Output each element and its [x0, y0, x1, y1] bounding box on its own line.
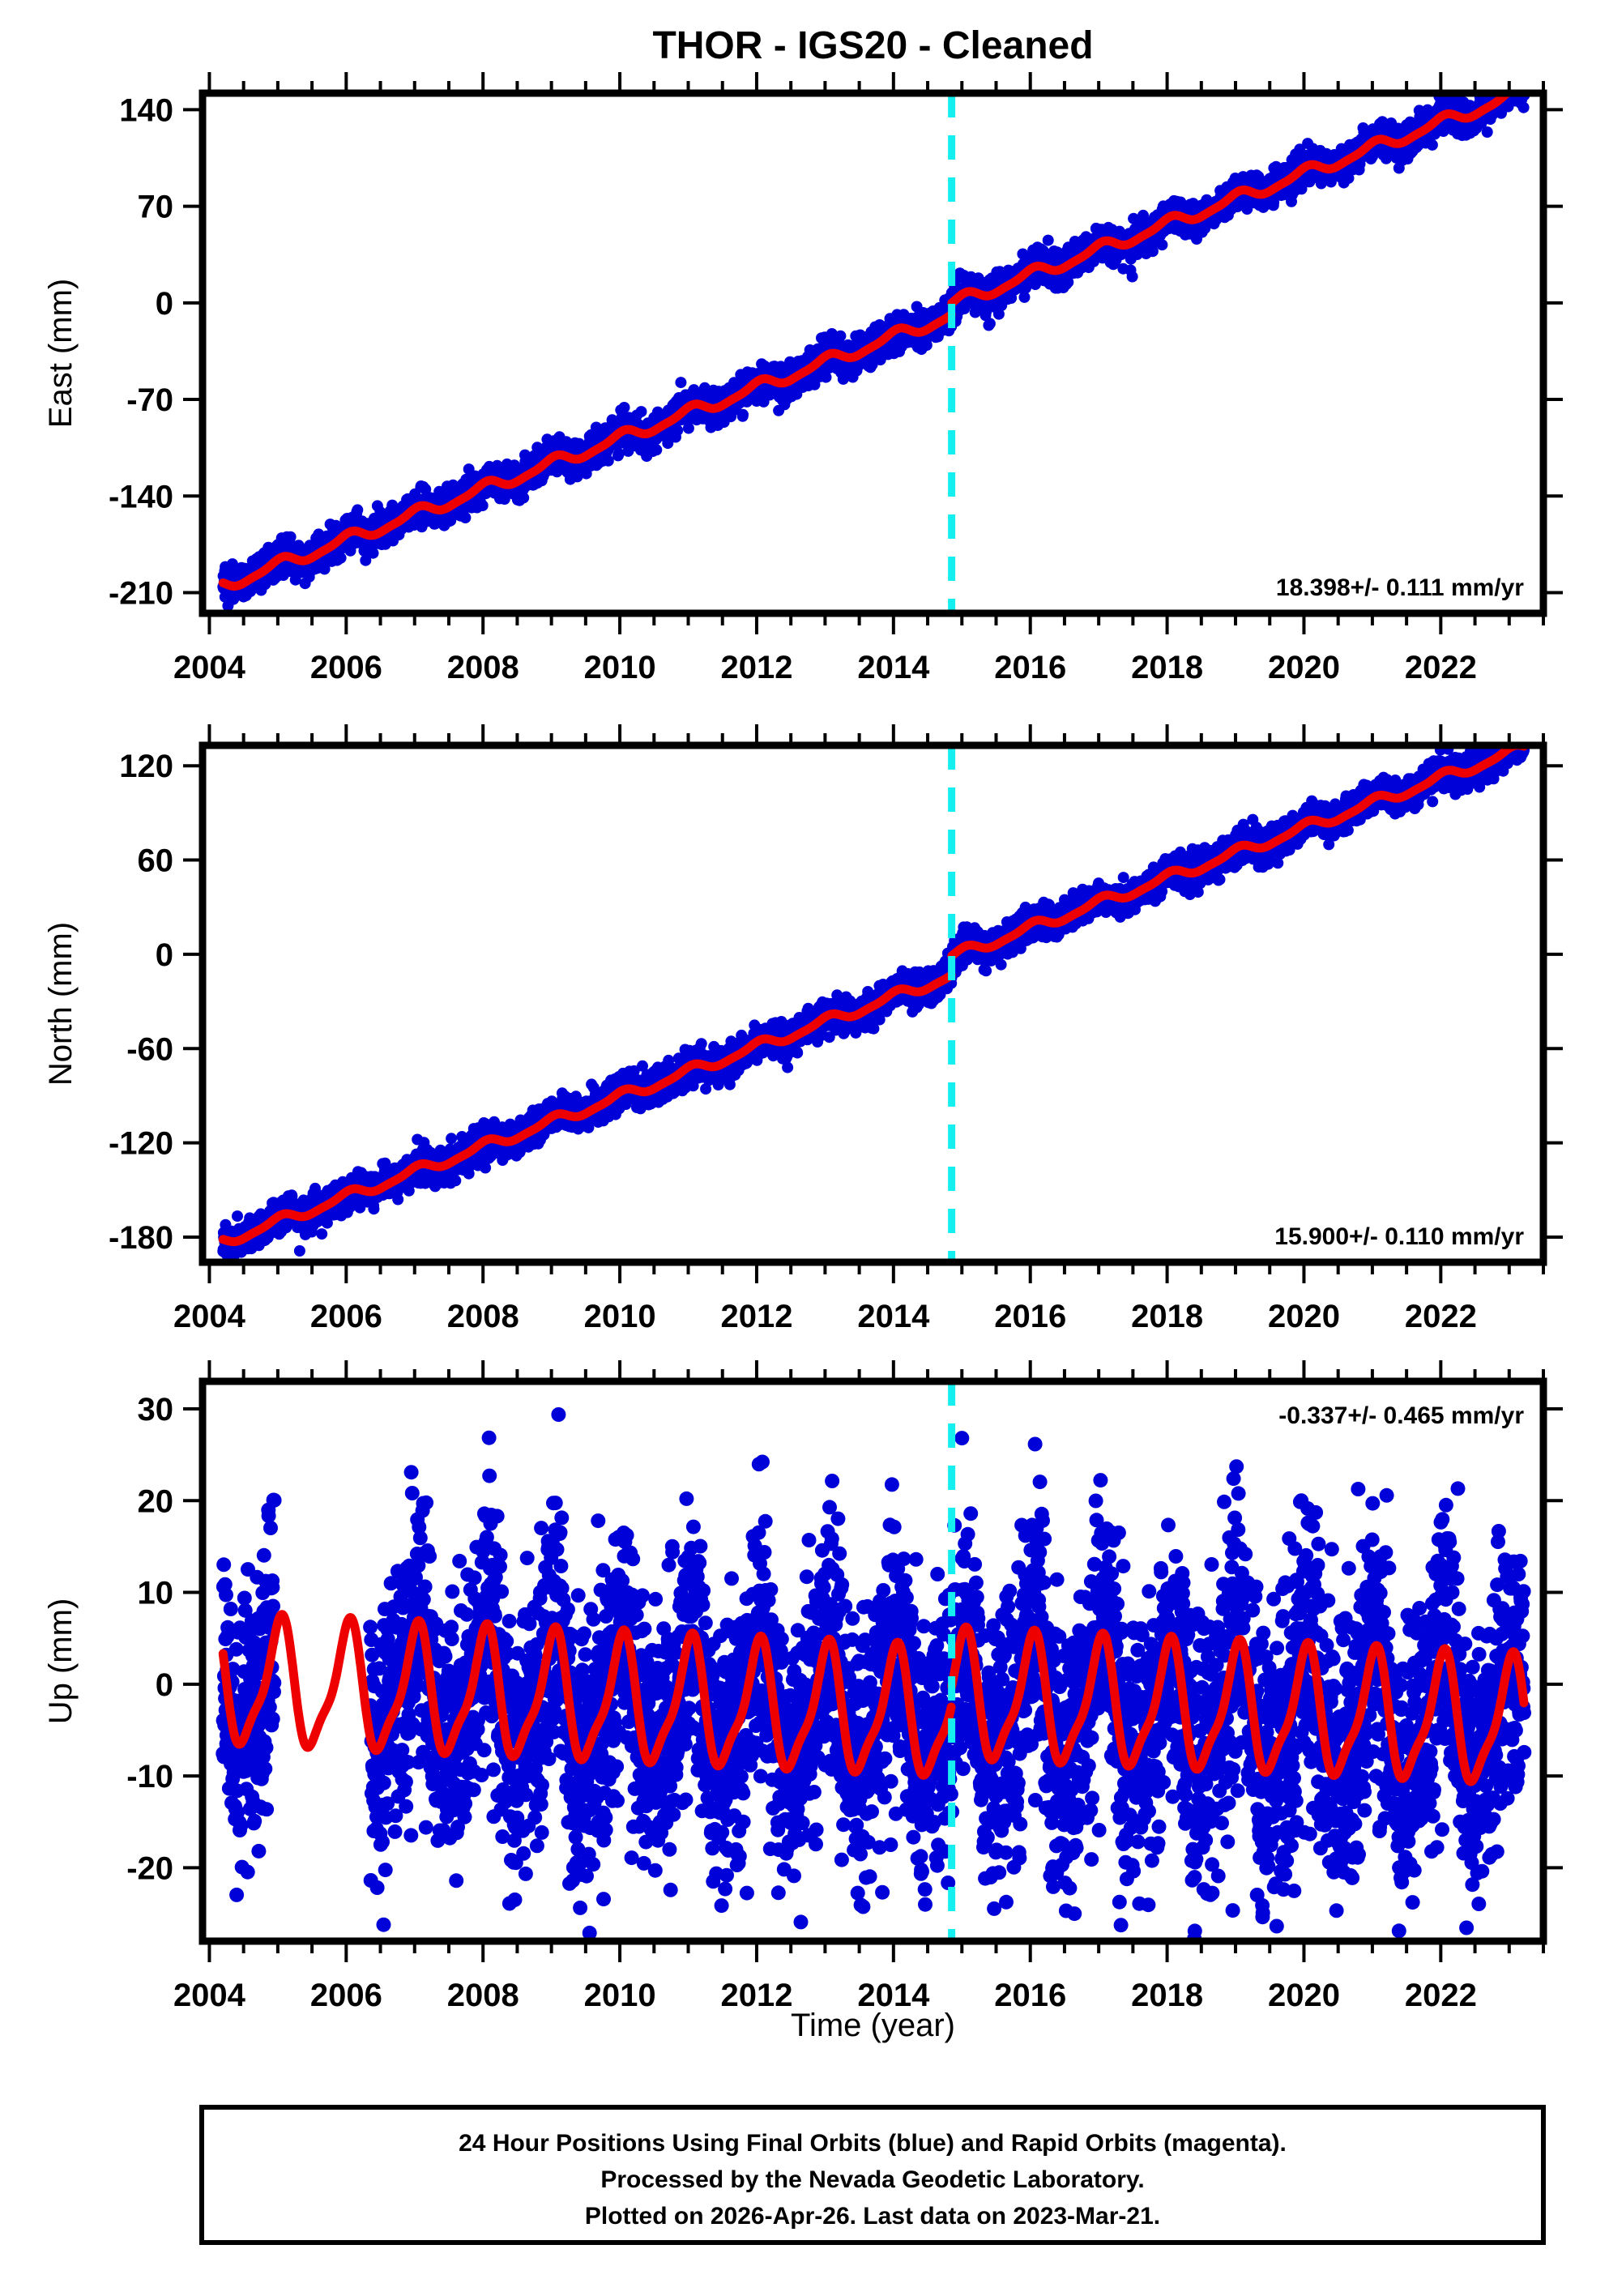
data-point: [518, 492, 530, 504]
data-point: [226, 558, 238, 570]
data-point: [1156, 239, 1168, 251]
data-point: [984, 318, 996, 330]
data-point: [920, 339, 933, 352]
data-point: [476, 500, 489, 511]
data-point: [1126, 271, 1138, 283]
data-point: [672, 425, 684, 437]
data-point: [459, 512, 472, 523]
data-point: [352, 504, 364, 516]
data-point: [618, 402, 630, 413]
data-point: [602, 455, 614, 467]
data-point: [737, 408, 749, 420]
data-point: [335, 552, 347, 564]
data-point: [682, 422, 694, 434]
plot-area-east: [217, 93, 1530, 613]
data-point: [635, 406, 647, 418]
data-point: [360, 554, 372, 566]
data-point: [1042, 234, 1054, 246]
data-point: [651, 444, 663, 456]
data-point: [284, 531, 297, 543]
panel-east: 2004 2006 2008 2010 2012 2014 2016 2018 2020 2022…: [43, 72, 1563, 685]
data-point: [675, 377, 687, 389]
data-point: [367, 547, 379, 559]
data-point: [318, 563, 331, 575]
data-point: [1426, 139, 1438, 151]
